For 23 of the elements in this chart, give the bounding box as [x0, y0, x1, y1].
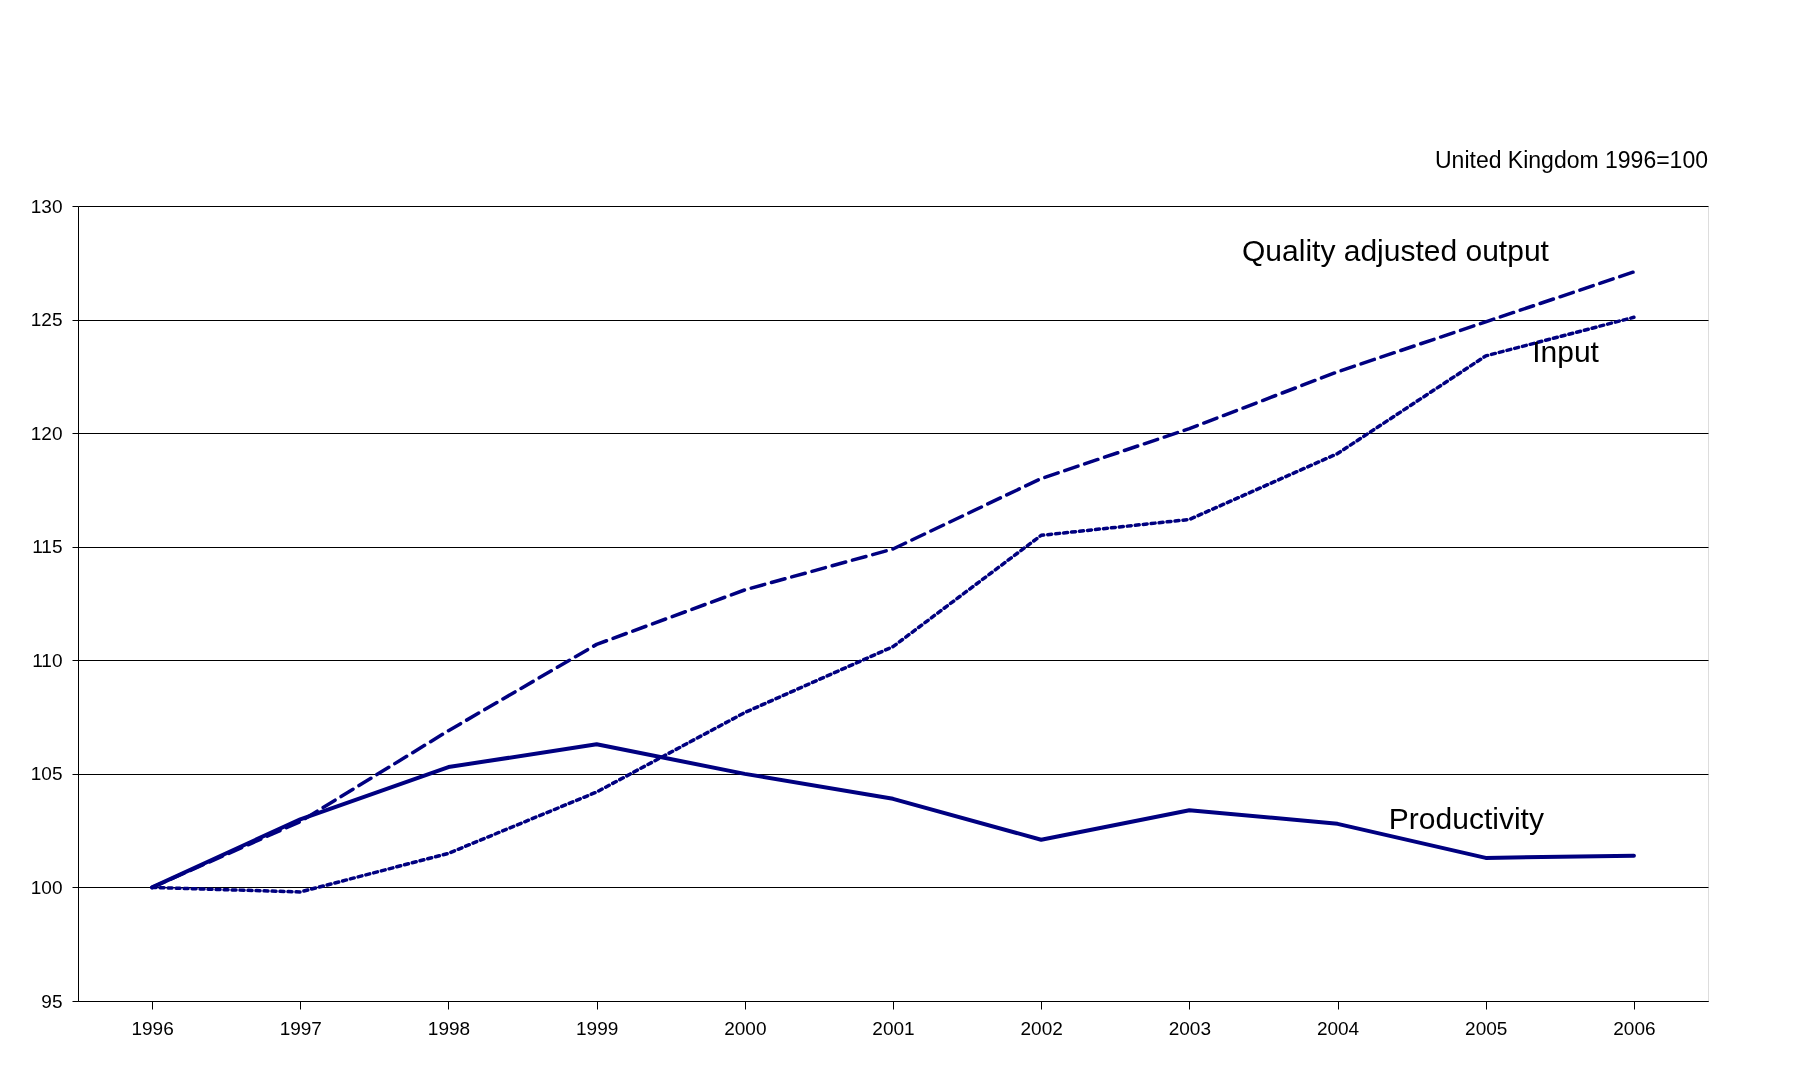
y-tick-label: 95 [41, 990, 63, 1012]
chart-title: United Kingdom 1996=100 [1434, 147, 1708, 173]
y-tick-label: 115 [32, 536, 63, 558]
y-tick-label: 120 [30, 422, 63, 444]
y-tick-label: 125 [30, 309, 63, 331]
y-tick-label: 105 [30, 763, 63, 785]
series-label: Quality adjusted output [1242, 233, 1550, 267]
x-tick-label: 1996 [131, 1017, 174, 1039]
series-label: Productivity [1388, 801, 1544, 835]
x-tick-label: 2000 [724, 1017, 767, 1039]
series-label: Input [1532, 335, 1600, 369]
x-tick-label: 2006 [1613, 1017, 1656, 1039]
x-tick-label: 2004 [1316, 1017, 1360, 1039]
x-tick-label: 1998 [427, 1017, 471, 1039]
x-tick-label: 1997 [279, 1017, 322, 1039]
x-tick-label: 2002 [1020, 1017, 1063, 1039]
y-tick-label: 100 [30, 876, 63, 898]
x-tick-label: 2001 [872, 1017, 915, 1039]
y-tick-label: 110 [32, 649, 63, 671]
x-tick-label: 1999 [576, 1017, 619, 1039]
y-tick-label: 130 [30, 195, 63, 217]
x-tick-label: 2003 [1168, 1017, 1211, 1039]
x-tick-label: 2005 [1465, 1017, 1508, 1039]
